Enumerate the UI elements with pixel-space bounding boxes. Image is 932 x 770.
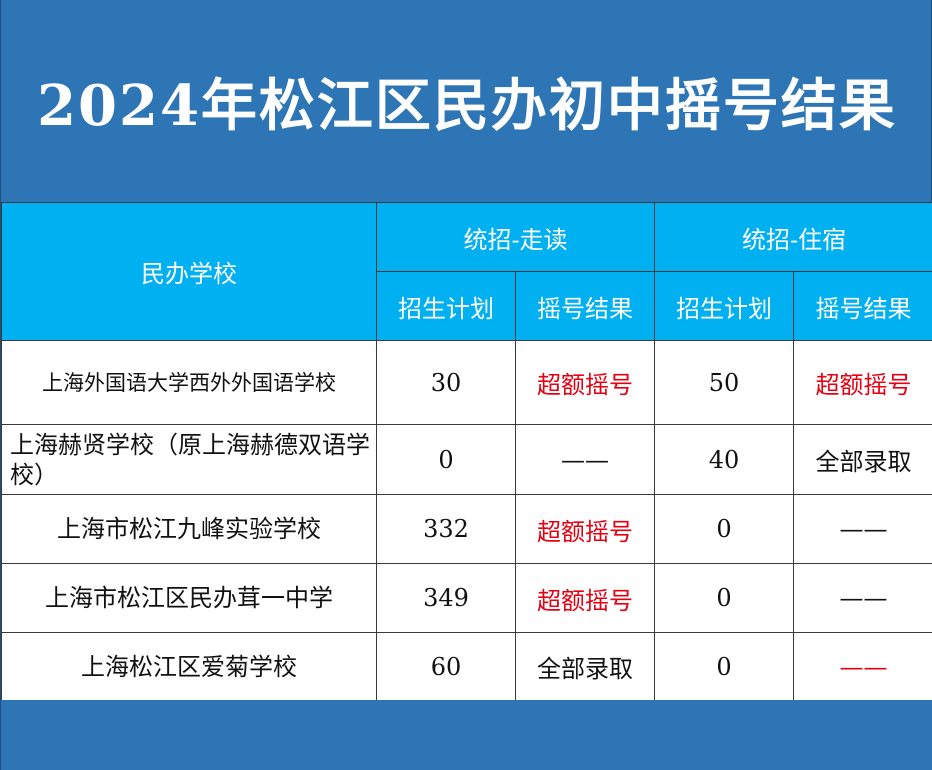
board-plan: 0	[654, 494, 795, 564]
school-name: 上海赫贤学校（原上海赫德双语学校）	[1, 424, 377, 495]
walk-result: 全部录取	[514, 632, 656, 701]
header-board-result: 摇号结果	[793, 271, 932, 341]
table-row: 上海外国语大学西外外国语学校 30 超额摇号 50 超额摇号	[1, 340, 932, 425]
footer-band	[1, 700, 932, 770]
school-name: 上海市松江区民办茸一中学	[1, 563, 377, 633]
board-plan: 0	[654, 632, 795, 701]
table-row: 上海赫贤学校（原上海赫德双语学校） 0 —— 40 全部录取	[1, 424, 932, 495]
board-plan: 40	[654, 424, 795, 495]
walk-plan: 349	[376, 563, 516, 633]
walk-result: 超额摇号	[514, 563, 656, 633]
header-walk-result: 摇号结果	[514, 271, 656, 341]
header-school: 民办学校	[1, 202, 377, 341]
board-result: ——	[793, 563, 932, 633]
header-walk-plan: 招生计划	[376, 271, 516, 341]
header-group-walk: 统招-走读	[375, 202, 656, 272]
school-name: 上海松江区爱菊学校	[1, 632, 377, 701]
walk-result: 超额摇号	[514, 494, 656, 564]
table-row: 上海市松江区民办茸一中学 349 超额摇号 0 ——	[1, 563, 932, 633]
walk-plan: 60	[376, 632, 516, 701]
board-result: 超额摇号	[793, 340, 932, 425]
walk-plan: 332	[376, 494, 516, 564]
walk-plan: 0	[376, 424, 516, 495]
walk-result: 超额摇号	[514, 340, 656, 425]
results-table: 民办学校 统招-走读 统招-住宿 招生计划 摇号结果 招生计划 摇号结果 上海外…	[1, 202, 932, 701]
board-result: ——	[793, 494, 932, 564]
board-plan: 0	[654, 563, 795, 633]
board-result: 全部录取	[793, 424, 932, 495]
school-name: 上海外国语大学西外外国语学校	[1, 340, 377, 425]
header-group-board: 统招-住宿	[654, 202, 932, 272]
page-title: 2024年松江区民办初中摇号结果	[37, 72, 897, 139]
walk-plan: 30	[376, 340, 516, 425]
board-result: ——	[793, 632, 932, 701]
board-plan: 50	[654, 340, 795, 425]
table-row: 上海市松江九峰实验学校 332 超额摇号 0 ——	[1, 494, 932, 564]
table-row: 上海松江区爱菊学校 60 全部录取 0 ——	[1, 632, 932, 701]
header-board-plan: 招生计划	[654, 271, 795, 341]
walk-result: ——	[514, 424, 656, 495]
school-name: 上海市松江九峰实验学校	[1, 494, 377, 564]
